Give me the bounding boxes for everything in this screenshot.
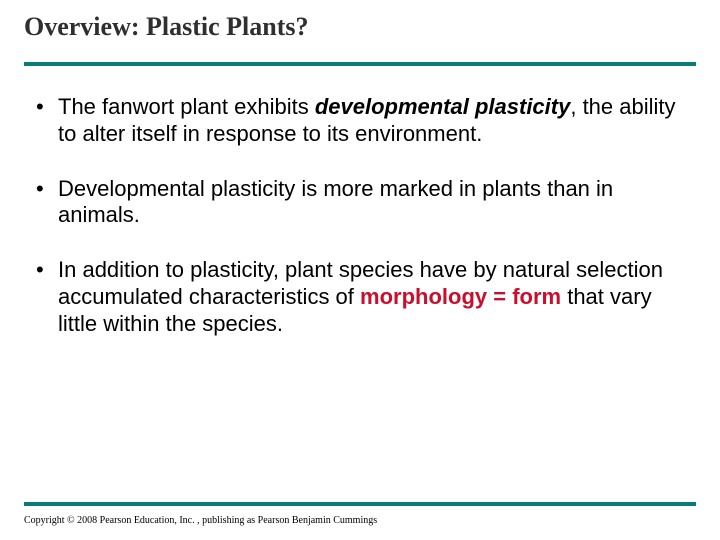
emphasis-bold-red: morphology = form	[360, 284, 561, 309]
title-divider	[24, 62, 696, 66]
emphasis-bold-italic: developmental plasticity	[315, 94, 571, 119]
slide: Overview: Plastic Plants? The fanwort pl…	[0, 0, 720, 540]
bullet-item: In addition to plasticity, plant species…	[30, 257, 686, 337]
bullet-text: The fanwort plant exhibits	[58, 94, 315, 119]
bullet-item: Developmental plasticity is more marked …	[30, 176, 686, 230]
copyright-text: Copyright © 2008 Pearson Education, Inc.…	[24, 515, 377, 526]
bullet-list: The fanwort plant exhibits developmental…	[24, 94, 696, 338]
slide-title: Overview: Plastic Plants?	[24, 12, 696, 62]
footer-divider	[24, 502, 696, 506]
bullet-text: Developmental plasticity is more marked …	[58, 176, 613, 228]
bullet-item: The fanwort plant exhibits developmental…	[30, 94, 686, 148]
